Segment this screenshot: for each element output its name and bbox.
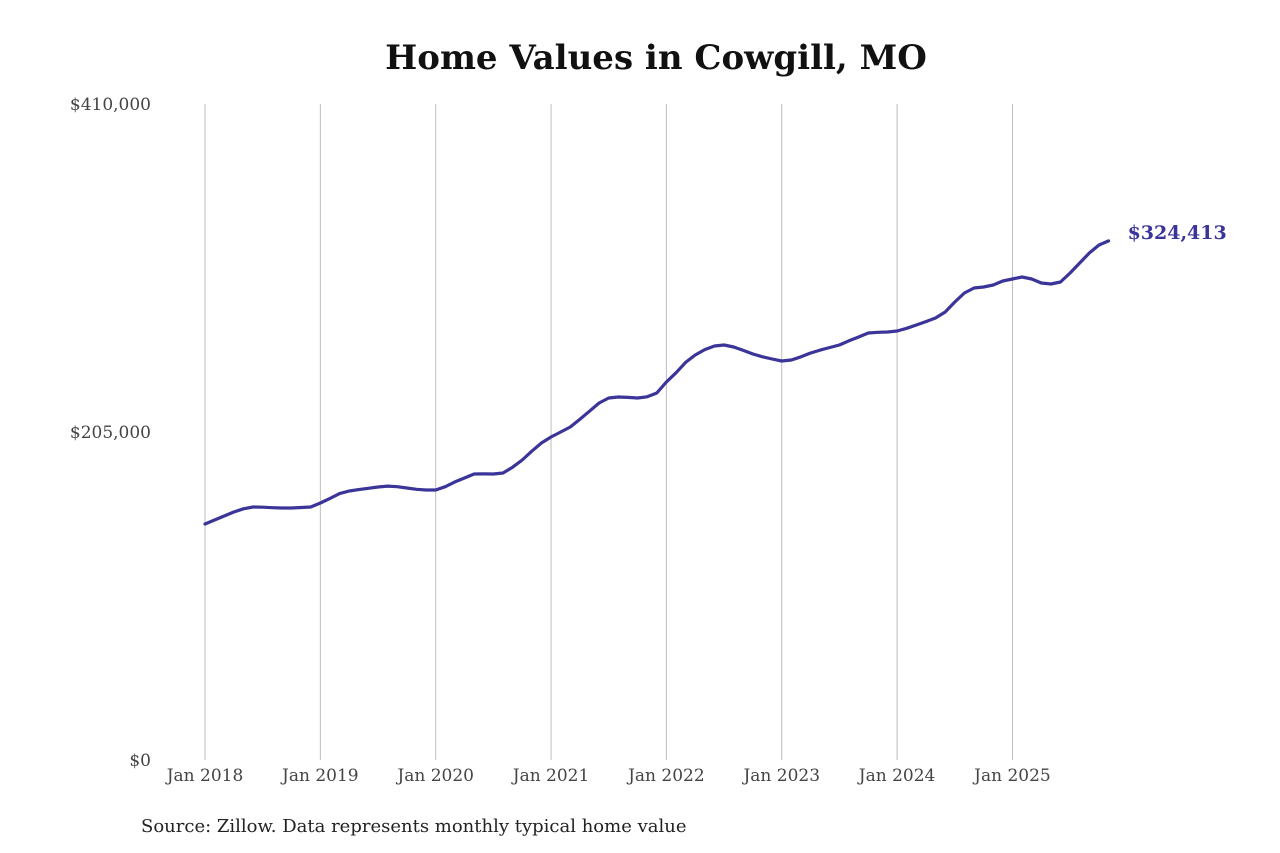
x-tick-label: Jan 2023 [741, 766, 820, 786]
x-tick-label: Jan 2022 [626, 766, 705, 786]
x-tick-label: Jan 2021 [511, 766, 590, 786]
x-tick-label: Jan 2020 [395, 766, 474, 786]
x-tick-label: Jan 2019 [280, 766, 359, 786]
chart-title: Home Values in Cowgill, MO [385, 38, 927, 78]
x-tick-label: Jan 2025 [972, 766, 1051, 786]
x-tick-label: Jan 2024 [857, 766, 936, 786]
x-tick-label: Jan 2018 [165, 766, 244, 786]
end-value-label: $324,413 [1128, 222, 1227, 244]
source-note: Source: Zillow. Data represents monthly … [141, 816, 687, 837]
series-line [203, 239, 1111, 526]
y-tick-label: $205,000 [70, 423, 151, 443]
y-tick-label: $0 [129, 751, 151, 771]
y-tick-label: $410,000 [70, 95, 151, 115]
